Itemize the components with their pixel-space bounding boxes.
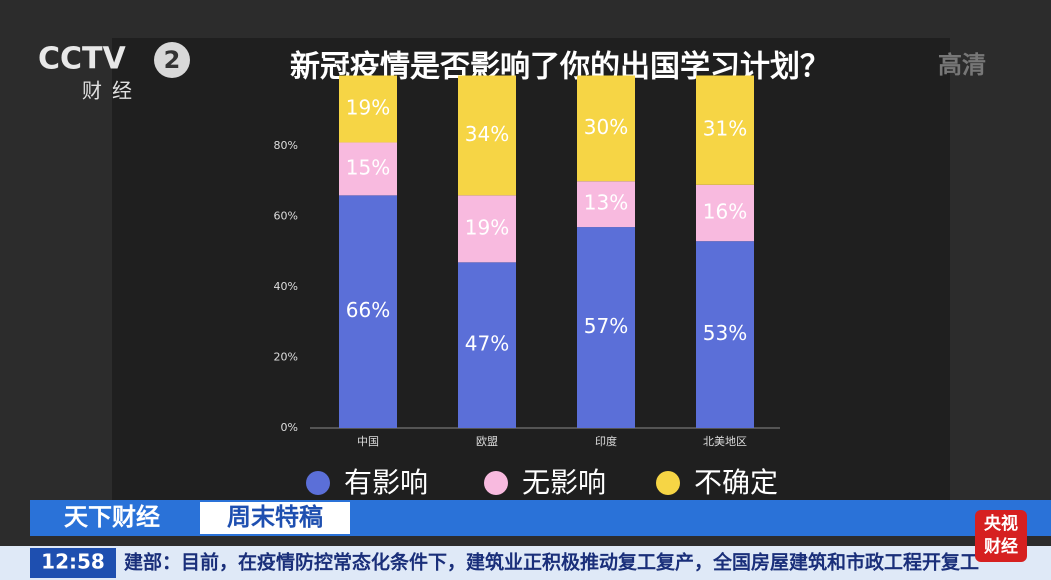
program-bar: [30, 500, 1051, 536]
legend-swatch: [656, 471, 680, 495]
bar-segment: [696, 75, 754, 185]
corner-logo-text: 财经: [983, 536, 1018, 557]
chart-panel: [112, 38, 950, 502]
bar-segment: [577, 227, 635, 428]
logo-badge: [154, 42, 190, 78]
data-label: 34%: [465, 122, 509, 146]
logo-channel: 2: [164, 46, 181, 74]
data-label: 19%: [465, 215, 509, 239]
legend: 有影响 无影响 不确定: [306, 466, 778, 499]
x-tick-label: 中国: [357, 435, 379, 448]
corner-logo: [975, 510, 1027, 562]
segment-name: 周末特稿: [227, 503, 323, 531]
bar-segment: [696, 184, 754, 242]
legend-label: 有影响: [344, 466, 428, 499]
bar-segment: [458, 75, 516, 196]
program-name: 天下财经: [64, 503, 160, 531]
time: 12:58: [41, 550, 105, 574]
x-tick-label: 印度: [595, 434, 617, 448]
data-label: 13%: [584, 191, 628, 215]
y-tick-label: 40%: [274, 280, 298, 293]
logo: CCTV: [38, 42, 126, 77]
legend-label: 不确定: [694, 466, 778, 499]
data-label: 16%: [703, 199, 747, 223]
data-label: 47%: [465, 332, 509, 356]
data-label: 15%: [346, 155, 390, 179]
data-label: 57%: [584, 314, 628, 338]
data-label: 53%: [703, 321, 747, 345]
y-tick-label: 60%: [274, 210, 298, 223]
bar-segment: [577, 181, 635, 228]
bar-segment: [339, 75, 397, 143]
y-tick-label: 80%: [274, 139, 298, 152]
x-tick-label: 北美地区: [703, 435, 747, 448]
y-tick-label: 0%: [281, 421, 298, 434]
x-tick-label: 欧盟: [476, 435, 498, 448]
bar-segment: [458, 262, 516, 428]
bar-segment: [339, 195, 397, 428]
data-label: 66%: [346, 298, 390, 322]
corner-logo-text: 央视: [984, 513, 1018, 534]
segment-box: [200, 502, 350, 534]
data-label: 30%: [584, 115, 628, 139]
time-box: [30, 548, 116, 578]
data-label: 19%: [346, 95, 390, 119]
channel-name: 财经: [82, 79, 142, 103]
y-tick-label: 20%: [274, 351, 298, 364]
bar-segment: [577, 75, 635, 182]
bar-segment: [696, 241, 754, 428]
legend-swatch: [306, 471, 330, 495]
ticker-text: 建部：目前，在疫情防控常态化条件下，建筑业正积极推动复工复产，全国房屋建筑和市政…: [124, 551, 979, 574]
hd-mark: 高清: [938, 51, 986, 79]
legend-swatch: [484, 471, 508, 495]
ticker-bar: [0, 546, 1051, 580]
bar-segment: [339, 142, 397, 196]
legend-label: 无影响: [522, 466, 606, 499]
bar-segment: [458, 195, 516, 263]
plot: 0% 20% 40% 60% 80% 中国 66% 15% 19% 欧盟 47% 19% 34% 印度 57…: [274, 75, 754, 448]
data-label: 31%: [703, 117, 747, 141]
